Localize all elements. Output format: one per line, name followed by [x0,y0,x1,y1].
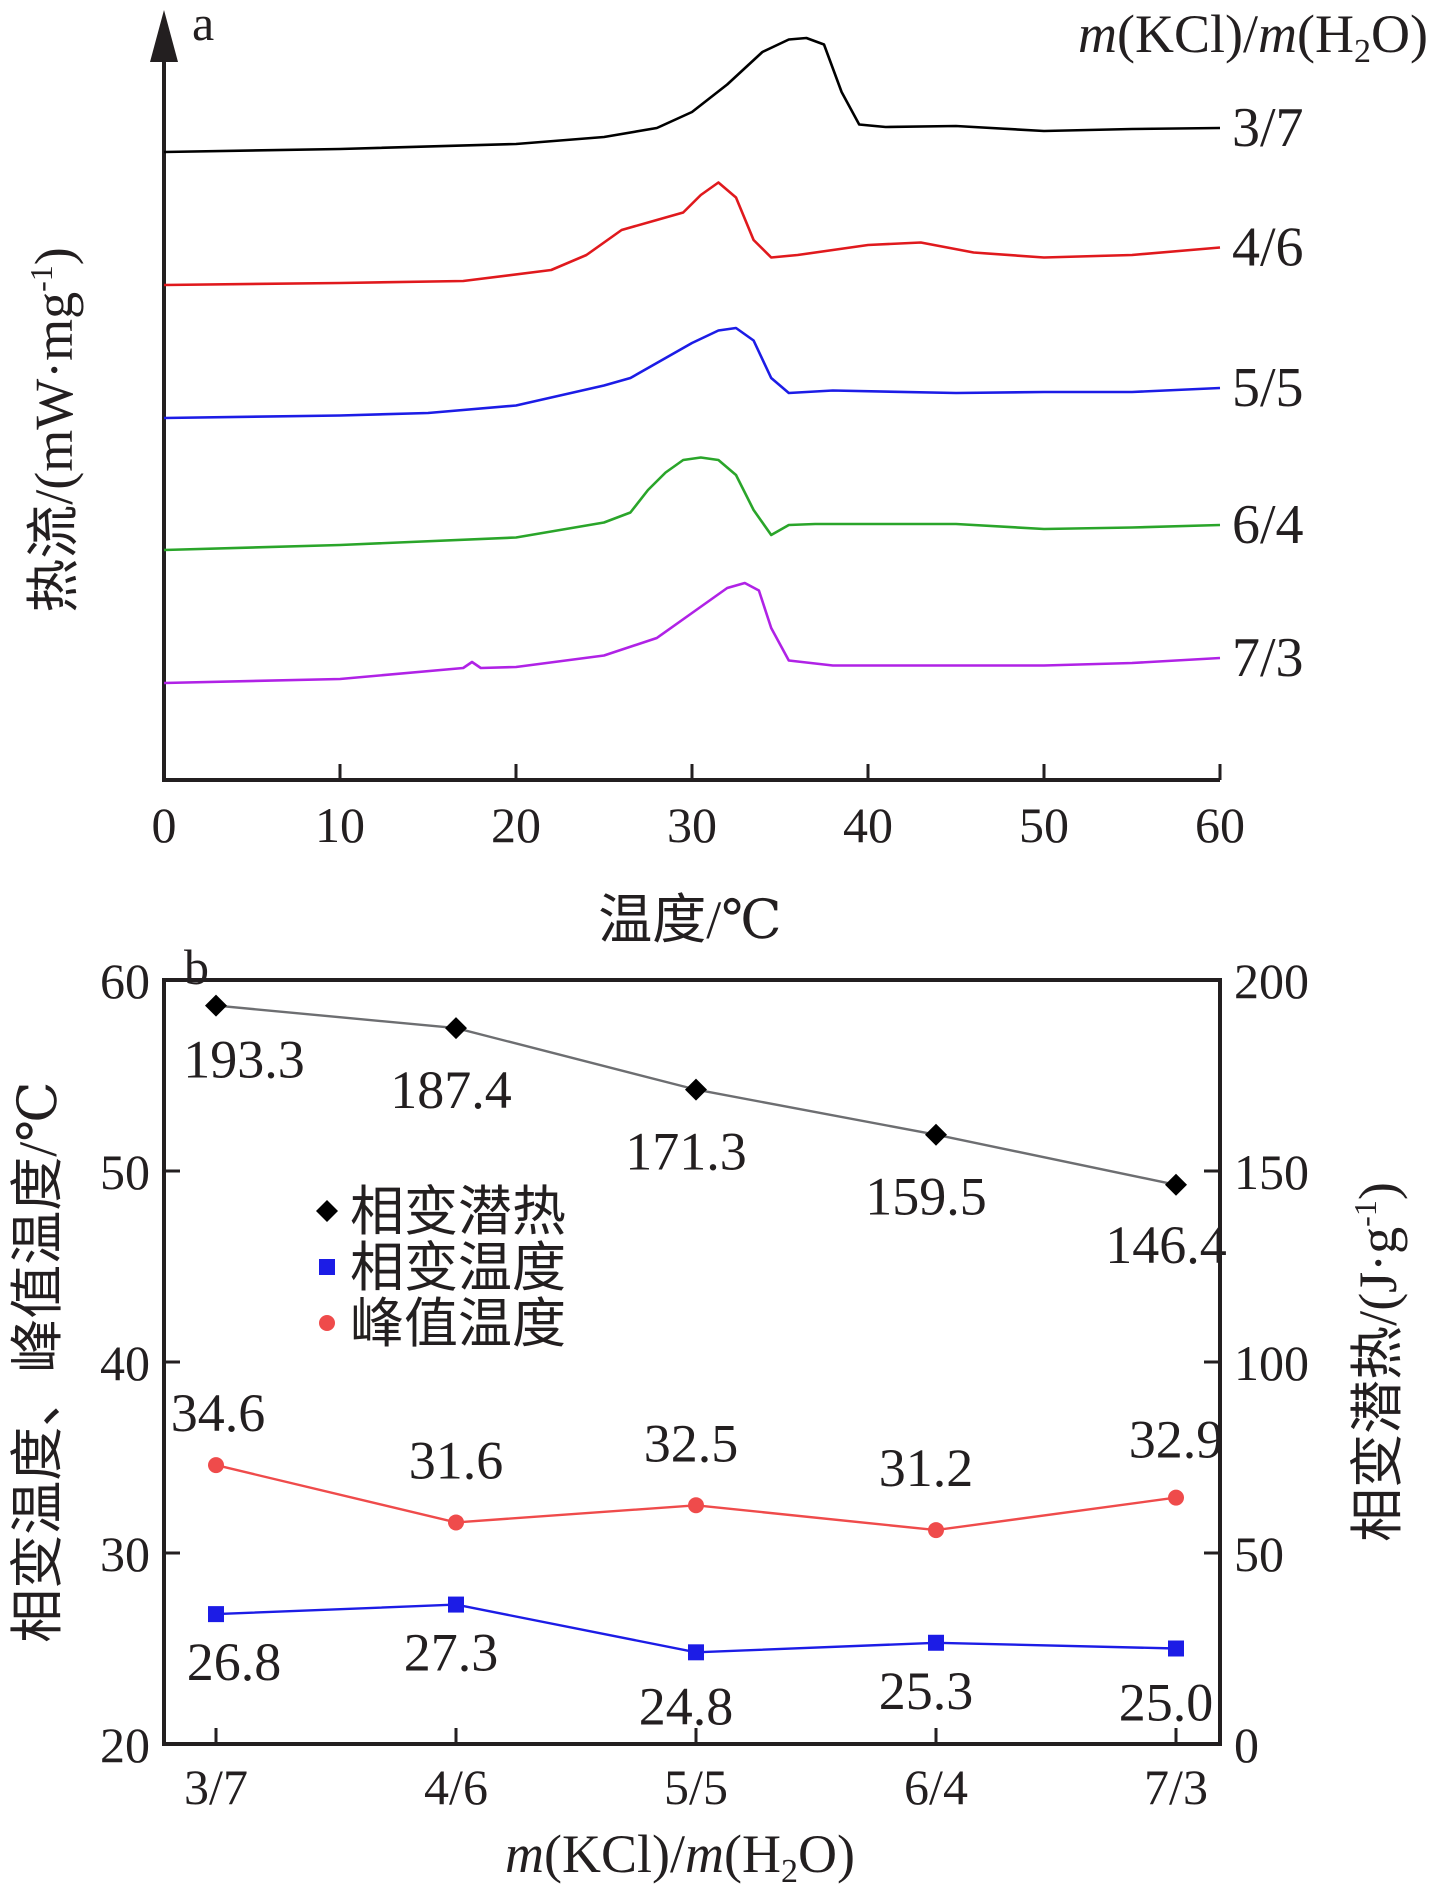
panel-a-x-tick-label: 40 [843,797,893,853]
panel-a-curve-label: 6/4 [1232,494,1304,556]
panel-b-data-label: 146.4 [1105,1215,1227,1275]
panel-b-series-point [445,1017,467,1040]
panel-b-data-label: 32.9 [1129,1410,1224,1470]
panel-b-legend-marker [319,1315,335,1331]
panel-a-y-axis-title: 热流/(mW·mg-1) [23,247,84,613]
panel-b-data-label: 31.2 [879,1438,974,1498]
panel-b-data-labels: 193.3 187.4 171.3 159.5 146.4 26.8 27.3 24.8 25.… [171,1030,1227,1737]
panel-b-data-label: 25.0 [1119,1673,1214,1733]
panel-b-x-tick-label: 3/7 [184,1759,248,1815]
panel-a-x-tick-label: 10 [315,797,365,853]
panel-a-x-tick-label: 60 [1195,797,1245,853]
panel-b-series-point [688,1497,704,1514]
panel-b-data-label: 159.5 [865,1167,987,1227]
panel-b-left-axis-title: 相变温度、峰值温度/℃ [8,1081,68,1642]
panel-b-series-point [448,1596,464,1613]
panel-a-curve-labels: 3/7 4/6 5/5 6/4 7/3 [1232,97,1304,689]
panel-a-x-tick-label: 50 [1019,797,1069,853]
panel-b-properties-chart: b 20 30 40 50 60 0 50 100 150 200 3/7 4/6 5/5 6/4 7/… [8,939,1408,1890]
panel-b-right-tick-label: 200 [1234,953,1309,1009]
panel-b-data-label: 187.4 [390,1060,512,1120]
panel-b-right-axis-title: 相变潜热/(J·g-1) [1347,1182,1408,1542]
panel-a-curve-4-6 [163,181,1221,287]
panel-b-data-label: 24.8 [639,1676,734,1736]
panel-b-right-ticks: 0 50 100 150 200 [1204,953,1309,1773]
panel-a-legend-title: m(KCl)/m(H2O) [1078,4,1428,70]
panel-b-series-point [928,1634,944,1651]
panel-b-x-axis-title: m(KCl)/m(H2O) [505,1824,855,1890]
panel-b-data-label: 171.3 [625,1122,747,1182]
panel-b-series [205,994,1187,1661]
panel-b-series-point [925,1123,947,1146]
panel-b-data-label: 31.6 [409,1430,504,1490]
panel-b-x-tick-label: 5/5 [664,1759,728,1815]
panel-b-data-label: 32.5 [644,1413,739,1473]
panel-a-curve-6-4 [163,456,1221,552]
panel-b-series-point [208,1606,224,1623]
panel-b-left-tick-label: 20 [100,1717,150,1773]
panel-b-data-label: 34.6 [171,1383,266,1443]
panel-a-curve-label: 7/3 [1232,627,1304,689]
panel-a-y-axis-arrow [150,10,178,62]
panel-a-curve-label: 5/5 [1232,357,1304,419]
panel-a-x-tick-label: 20 [491,797,541,853]
panel-a-label: a [192,0,214,51]
panel-b-series-point [448,1514,464,1531]
panel-b-series-point [928,1522,944,1539]
panel-b-data-label: 27.3 [404,1623,499,1683]
panel-b-left-tick-label: 60 [100,953,150,1009]
panel-b-legend-marker [319,1259,335,1275]
panel-b-series-point [685,1078,707,1101]
panel-a-curve-5-5 [163,326,1221,420]
panel-b-right-tick-label: 150 [1234,1144,1309,1200]
panel-b-left-tick-label: 30 [100,1526,150,1582]
panel-b-label: b [184,939,209,995]
panel-b-right-tick-label: 0 [1234,1717,1259,1773]
panel-a-x-tick-label: 0 [152,797,177,853]
panel-b-legend-marker [316,1200,338,1222]
panel-a-x-tick-label: 30 [667,797,717,853]
panel-b-x-ticks: 3/7 4/6 5/5 6/4 7/3 [184,1728,1208,1815]
panel-b-left-tick-label: 50 [100,1144,150,1200]
panel-b-x-tick-label: 6/4 [904,1759,968,1815]
panel-a-curve-label: 4/6 [1232,217,1304,279]
panel-a-dsc-chart: a 0 10 20 30 40 50 60 3/7 4/6 5/5 6/4 7/3 m(KCl)/m… [23,0,1428,950]
panel-b-data-label: 25.3 [879,1661,974,1721]
panel-a-curve-label: 3/7 [1232,97,1304,159]
panel-a-curves [163,36,1221,685]
panel-b-left-ticks: 20 30 40 50 60 [100,953,180,1773]
panel-a-x-axis-title: 温度/℃ [598,890,781,950]
panel-b-x-tick-label: 7/3 [1144,1759,1208,1815]
panel-b-series-point [1168,1640,1184,1657]
panel-b-series-point [688,1644,704,1661]
panel-b-right-tick-label: 50 [1234,1526,1284,1582]
panel-b-series-point [1165,1173,1187,1196]
panel-a-curve-3-7 [163,36,1221,154]
panel-b-data-label: 26.8 [187,1632,282,1692]
panel-b-legend-label: 峰值温度 [350,1294,566,1354]
panel-a-x-ticks: 0 10 20 30 40 50 60 [152,764,1245,853]
panel-b-legend-label: 相变温度 [350,1238,566,1298]
panel-b-left-tick-label: 40 [100,1335,150,1391]
panel-b-series-point [208,1457,224,1474]
panel-b-legend-label: 相变潜热 [350,1182,566,1242]
panel-b-data-label: 193.3 [183,1030,305,1090]
panel-a-curve-7-3 [163,581,1221,685]
panel-b-x-tick-label: 4/6 [424,1759,488,1815]
panel-b-series-point [205,994,227,1017]
panel-b-right-tick-label: 100 [1234,1335,1309,1391]
panel-b-series-point [1168,1489,1184,1506]
